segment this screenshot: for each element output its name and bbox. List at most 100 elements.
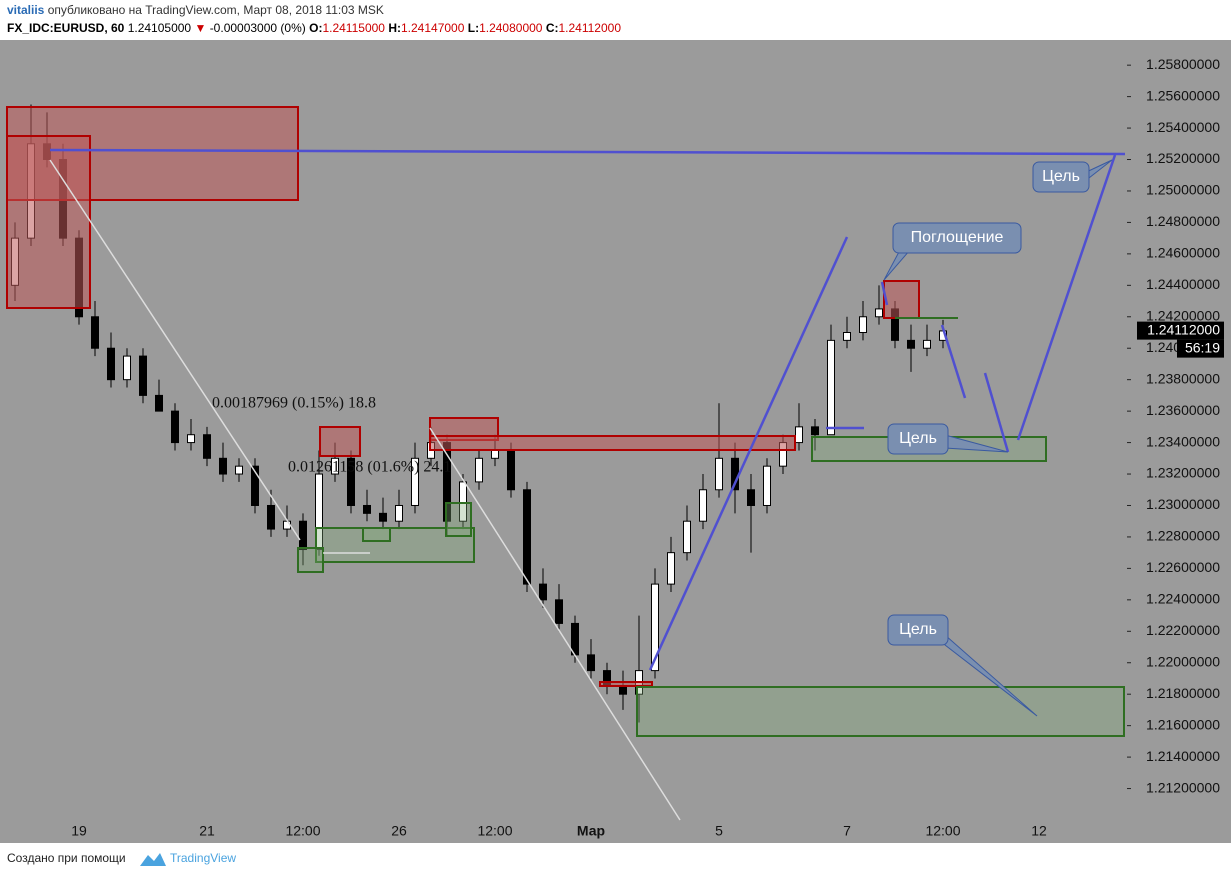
callout-texts: Цель Поглощение Цель Цель <box>899 168 1080 638</box>
footer-bg <box>0 843 1231 879</box>
candle-body <box>875 308 883 318</box>
published: опубликовано на TradingView.com, Март 08… <box>48 3 384 17</box>
candle-body <box>683 520 691 554</box>
candle-body <box>491 449 499 459</box>
candle-body <box>411 457 419 506</box>
l-key: L: <box>468 21 479 35</box>
y-tick-label: 1.23200000 <box>1146 465 1220 481</box>
candle-body <box>299 520 307 551</box>
supply-zones <box>6 106 920 687</box>
y-tick-label: 1.23600000 <box>1146 402 1220 418</box>
candle-body <box>379 512 387 522</box>
l-value: 1.24080000 <box>479 21 543 35</box>
x-tick-label: 19 <box>71 823 87 839</box>
candle-body <box>187 434 195 444</box>
callout <box>1032 161 1090 193</box>
line <box>983 372 1010 453</box>
callout-text: Поглощение <box>911 229 1004 246</box>
candle-body <box>619 685 627 695</box>
line <box>1016 154 1117 441</box>
zone <box>362 527 391 542</box>
zone <box>319 426 361 457</box>
measure-text: 0.01261158 (01.6%) 24.1 <box>288 459 451 476</box>
candle-body <box>139 355 147 396</box>
candle-body <box>523 489 531 585</box>
y-tick-label: 1.22600000 <box>1146 559 1220 575</box>
zone <box>315 527 475 563</box>
zone <box>297 547 324 573</box>
candle-body <box>507 449 515 491</box>
candle-body <box>123 355 131 381</box>
candle-body <box>907 339 915 349</box>
y-tick-label: 1.21800000 <box>1146 685 1220 701</box>
zone <box>636 686 1125 737</box>
last-price-box <box>1137 321 1224 340</box>
candle-body <box>347 457 355 506</box>
candle-body <box>267 504 275 530</box>
candle-body <box>827 339 835 436</box>
y-tick-label: 1.25600000 <box>1146 87 1220 103</box>
candle-body <box>251 465 259 506</box>
candle-body <box>107 347 115 381</box>
footer-text: Создано при помощи <box>7 851 126 865</box>
candle-body <box>795 426 803 444</box>
tv-logo[interactable]: TradingView <box>140 851 236 866</box>
candle-body <box>923 339 931 349</box>
author[interactable]: vitaliis <box>7 3 45 17</box>
down-arrow: ▼ <box>194 21 206 35</box>
brand[interactable]: TradingView <box>170 851 236 865</box>
line <box>648 236 849 671</box>
candle-body <box>475 457 483 483</box>
callouts <box>883 159 1113 717</box>
change: -0.00003000 (0%) <box>210 21 306 35</box>
candle-body <box>699 489 707 522</box>
candle-body <box>555 599 563 624</box>
symbol: FX_IDC:EURUSD, 60 <box>7 21 125 35</box>
x-tick-label: Мар <box>577 823 605 839</box>
x-tick-label: 5 <box>715 823 723 839</box>
y-tick-label: 1.25800000 <box>1146 56 1220 72</box>
zone <box>6 135 91 309</box>
y-tick-label: 1.24600000 <box>1146 245 1220 261</box>
price: 1.24105000 <box>128 21 192 35</box>
candle-body <box>171 410 179 444</box>
callout-text: Цель <box>1042 168 1080 185</box>
drawings: Цель Поглощение Цель Цель 0.00187969 (0.… <box>6 106 1126 821</box>
candle-body <box>651 583 659 672</box>
y-tick-label: 1.21600000 <box>1146 716 1220 732</box>
candle-body <box>203 434 211 459</box>
y-tick-label: 1.25200000 <box>1146 150 1220 166</box>
h-key: H: <box>388 21 401 35</box>
trend-lines-white <box>49 159 681 821</box>
candle-body <box>667 552 675 585</box>
line <box>940 324 967 399</box>
x-tick-label: 26 <box>391 823 407 839</box>
countdown: 56:19 <box>1185 339 1220 355</box>
y-tick-label: 1.22000000 <box>1146 653 1220 669</box>
candle-body <box>859 316 867 334</box>
trend-lines-blue <box>49 148 1126 671</box>
x-tick-label: 12 <box>1031 823 1047 839</box>
candle-body <box>587 654 595 672</box>
candle-body <box>715 457 723 491</box>
o-value: 1.24115000 <box>322 21 385 35</box>
callout <box>887 423 949 455</box>
zone <box>599 681 653 687</box>
y-tick-label: 1.23400000 <box>1146 433 1220 449</box>
candle-body <box>395 504 403 522</box>
candle-body <box>843 332 851 341</box>
candle-body <box>235 465 243 475</box>
y-tick-label: 1.24200000 <box>1146 307 1220 323</box>
zone <box>429 435 796 451</box>
callout-text: Цель <box>899 430 937 447</box>
candle-body <box>539 583 547 601</box>
zone <box>445 502 472 537</box>
measures: 0.00187969 (0.15%) 18.8 0.01261158 (01.6… <box>212 395 451 476</box>
zone <box>883 280 920 319</box>
y-tick-label: 1.24400000 <box>1146 276 1220 292</box>
h-value: 1.24147000 <box>401 21 465 35</box>
y-tick-label: 1.22800000 <box>1146 528 1220 544</box>
line <box>49 148 1126 156</box>
candle-body <box>763 465 771 506</box>
